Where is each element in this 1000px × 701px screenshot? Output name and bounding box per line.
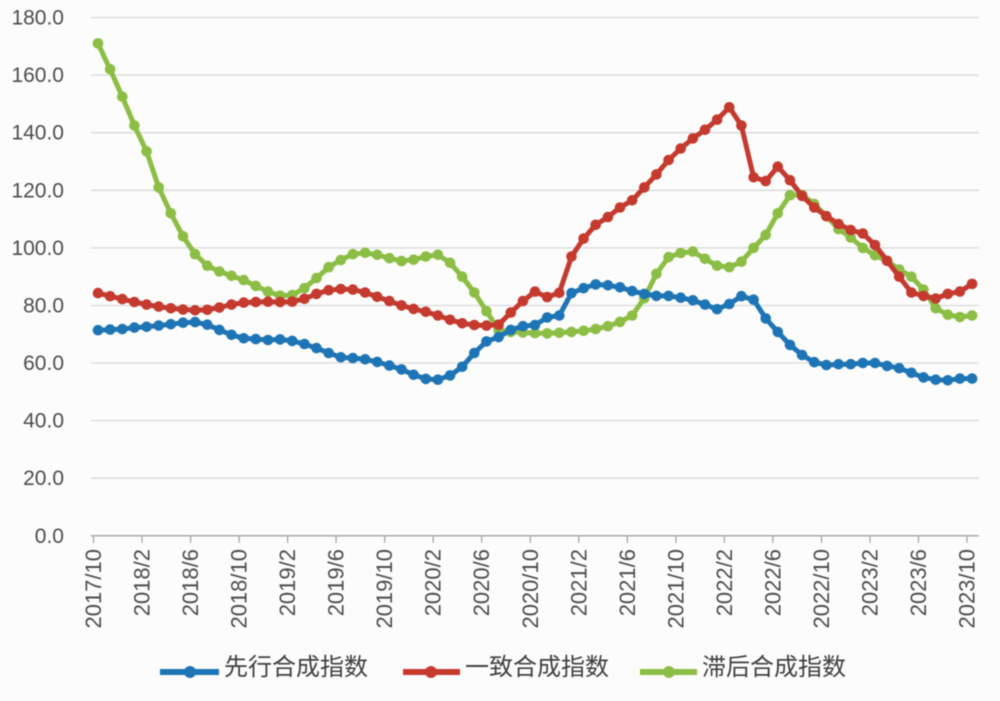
svg-text:一致合成指数: 一致合成指数 (465, 654, 609, 681)
svg-text:80.0: 80.0 (23, 295, 64, 318)
svg-text:20.0: 20.0 (23, 467, 64, 490)
svg-text:2022/6: 2022/6 (760, 549, 785, 616)
svg-text:2020/2: 2020/2 (421, 549, 446, 616)
svg-text:2022/10: 2022/10 (809, 549, 834, 629)
svg-text:2018/6: 2018/6 (178, 549, 203, 616)
svg-text:2023/6: 2023/6 (906, 549, 931, 616)
svg-text:2021/10: 2021/10 (663, 549, 688, 629)
svg-text:60.0: 60.0 (23, 352, 64, 375)
svg-text:120.0: 120.0 (11, 179, 64, 202)
svg-text:滞后合成指数: 滞后合成指数 (702, 654, 846, 681)
svg-text:2017/10: 2017/10 (81, 549, 106, 629)
svg-text:2019/6: 2019/6 (324, 549, 349, 616)
svg-text:2019/2: 2019/2 (275, 549, 300, 616)
svg-text:2021/2: 2021/2 (566, 549, 591, 616)
svg-text:2018/2: 2018/2 (130, 549, 155, 616)
svg-text:100.0: 100.0 (11, 237, 64, 260)
svg-text:140.0: 140.0 (11, 122, 64, 145)
svg-text:2022/2: 2022/2 (712, 549, 737, 616)
svg-text:0.0: 0.0 (35, 525, 64, 548)
svg-text:40.0: 40.0 (23, 410, 64, 433)
svg-text:2019/10: 2019/10 (372, 549, 397, 629)
svg-text:先行合成指数: 先行合成指数 (224, 654, 368, 681)
svg-text:160.0: 160.0 (11, 64, 64, 87)
svg-text:2020/10: 2020/10 (518, 549, 543, 629)
svg-text:2020/6: 2020/6 (469, 549, 494, 616)
svg-text:2023/2: 2023/2 (858, 549, 883, 616)
svg-text:2023/10: 2023/10 (955, 549, 980, 629)
svg-text:2021/6: 2021/6 (615, 549, 640, 616)
svg-text:180.0: 180.0 (11, 7, 64, 30)
svg-text:2018/10: 2018/10 (227, 549, 252, 629)
